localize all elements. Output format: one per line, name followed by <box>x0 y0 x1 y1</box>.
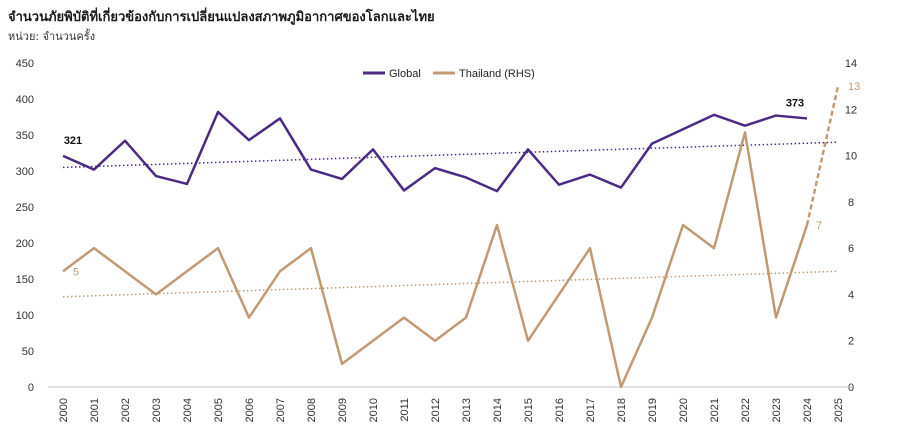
unit-label: หน่วย: จำนวนครั้ง <box>8 30 96 43</box>
x-tick-label: 2018 <box>616 398 628 422</box>
x-tick-label: 2009 <box>337 398 349 422</box>
trendlines <box>62 141 839 298</box>
x-tick-label: 2015 <box>523 398 535 422</box>
x-tick-label: 2011 <box>399 398 411 422</box>
thailand-line <box>62 131 809 389</box>
x-tick-label: 2019 <box>647 398 659 422</box>
left-tick-label: 350 <box>16 130 34 142</box>
x-tick-label: 2017 <box>585 398 597 422</box>
left-tick-label: 50 <box>22 346 34 358</box>
right-tick-label: 0 <box>848 382 854 394</box>
x-tick-label: 2010 <box>368 398 380 422</box>
x-tick-label: 2002 <box>120 398 132 422</box>
left-tick-label: 0 <box>28 382 34 394</box>
x-tick-label: 2004 <box>182 398 194 422</box>
data-label: 7 <box>816 220 822 232</box>
right-tick-label: 10 <box>845 151 857 163</box>
right-tick-label: 14 <box>845 58 857 70</box>
x-tick-label: 2003 <box>151 398 163 422</box>
right-tick-label: 12 <box>845 104 857 116</box>
x-tick-label: 2006 <box>244 398 256 422</box>
x-tick-label: 2024 <box>802 398 814 422</box>
data-labels: 321 373 5 7 13 <box>64 81 860 278</box>
x-tick-label: 2016 <box>554 398 566 422</box>
left-tick-label: 100 <box>16 310 34 322</box>
x-tick-label: 2012 <box>430 398 442 422</box>
right-tick-label: 4 <box>848 289 854 301</box>
x-tick-label: 2005 <box>213 398 225 422</box>
x-tick-label: 2008 <box>306 398 318 422</box>
x-tick-label: 2020 <box>678 398 690 422</box>
left-tick-label: 250 <box>16 202 34 214</box>
right-tick-label: 8 <box>848 197 854 209</box>
x-tick-label: 2001 <box>89 398 101 422</box>
right-tick-label: 6 <box>848 243 854 255</box>
left-tick-label: 200 <box>16 238 34 250</box>
series-lines <box>62 85 840 389</box>
global-trendline <box>62 141 839 169</box>
legend-thailand-label: Thailand (RHS) <box>459 68 535 80</box>
x-tick-label: 2013 <box>461 398 473 422</box>
x-axis-ticks: 2000 2001 2002 2003 2004 2005 2006 2007 2008 2009… <box>58 398 845 422</box>
thailand-trendline <box>62 270 839 298</box>
x-tick-label: 2014 <box>492 398 504 422</box>
x-tick-label: 2000 <box>58 398 70 422</box>
chart-title: จำนวนภัยพิบัติที่เกี่ยวข้องกับการเปลี่ยน… <box>8 10 435 25</box>
x-tick-label: 2023 <box>771 398 783 422</box>
x-tick-label: 2025 <box>833 398 845 422</box>
left-tick-label: 150 <box>16 274 34 286</box>
data-label: 13 <box>848 81 860 93</box>
data-label: 5 <box>73 266 79 278</box>
left-tick-label: 450 <box>16 58 34 70</box>
x-tick-label: 2007 <box>275 398 287 422</box>
x-tick-label: 2022 <box>740 398 752 422</box>
data-label: 321 <box>64 135 82 147</box>
global-line <box>62 110 808 193</box>
left-tick-label: 300 <box>16 166 34 178</box>
thailand-projected-line <box>805 85 840 226</box>
data-label: 373 <box>786 97 804 109</box>
x-tick-label: 2021 <box>709 398 721 422</box>
right-tick-label: 2 <box>848 336 854 348</box>
legend: Global Thailand (RHS) <box>363 68 535 80</box>
right-axis-ticks: 0 2 4 6 8 10 12 14 <box>845 58 857 394</box>
legend-global-label: Global <box>389 68 421 80</box>
left-axis-ticks: 0 50 100 150 200 250 300 350 400 450 <box>16 58 34 394</box>
left-tick-label: 400 <box>16 94 34 106</box>
